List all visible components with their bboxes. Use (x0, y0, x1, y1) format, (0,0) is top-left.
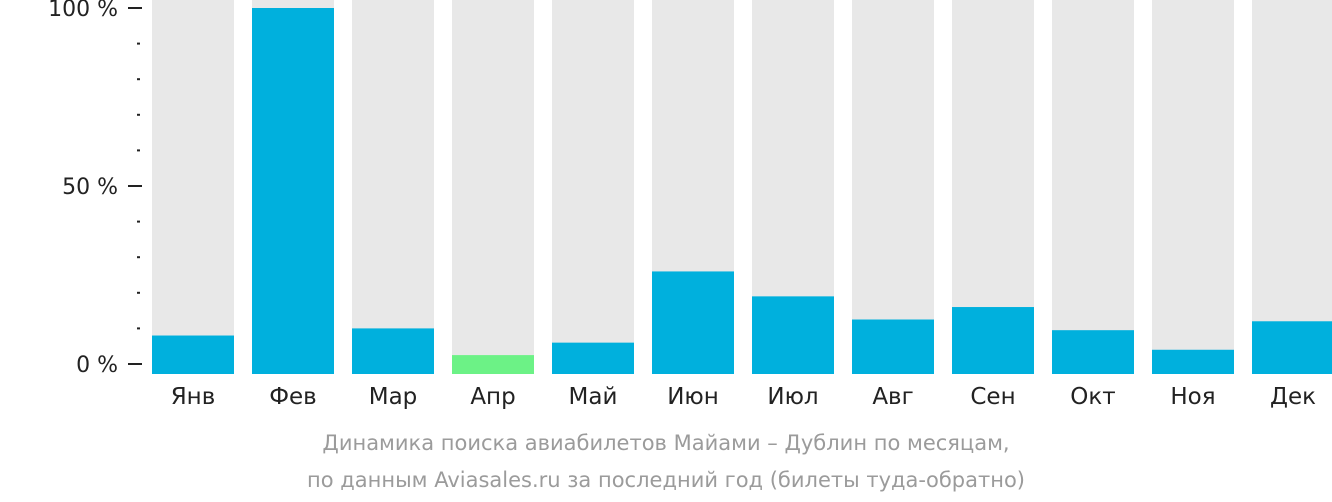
bar-background (552, 0, 634, 374)
x-tick-label: Мар (369, 384, 418, 410)
x-tick-label: Окт (1070, 384, 1115, 410)
bar (652, 271, 734, 374)
bar (752, 296, 834, 374)
x-tick-label: Янв (171, 384, 216, 410)
x-tick-label: Фев (269, 384, 317, 410)
y-tick-label: 0 % (76, 353, 118, 378)
x-tick-label: Ноя (1170, 384, 1215, 410)
chart-caption-line-1: Динамика поиска авиабилетов Майами – Дуб… (322, 431, 1010, 455)
bar (152, 335, 234, 374)
bar-background (1052, 0, 1134, 374)
x-tick-label: Дек (1270, 384, 1316, 410)
x-tick-label: Сен (970, 384, 1015, 410)
bar (852, 319, 934, 374)
x-tick-label: Май (569, 384, 618, 410)
bar-background (352, 0, 434, 374)
bar-chart: Янв Фев Мар Апр Май Июн Июл Авг Сен Окт Ноя Дек 0 % 5… (48, 0, 1332, 410)
bar (952, 307, 1034, 374)
bar-background (1152, 0, 1234, 374)
bar-background (852, 0, 934, 374)
bar-background (452, 0, 534, 374)
bar (552, 342, 634, 374)
bar (252, 8, 334, 374)
bar (1152, 349, 1234, 374)
x-tick-label: Авг (872, 384, 913, 410)
x-tick-label: Июн (667, 384, 719, 410)
x-tick-label: Апр (470, 384, 515, 410)
bar (1252, 321, 1332, 374)
bar-background (152, 0, 234, 374)
bar (352, 328, 434, 374)
y-tick-label: 100 % (48, 0, 118, 22)
chart-caption-line-2: по данным Aviasales.ru за последний год … (307, 468, 1025, 492)
y-tick-label: 50 % (62, 175, 118, 200)
bar (1052, 330, 1134, 374)
bar (452, 355, 534, 374)
x-tick-label: Июл (767, 384, 818, 410)
bar-background (1252, 0, 1332, 374)
